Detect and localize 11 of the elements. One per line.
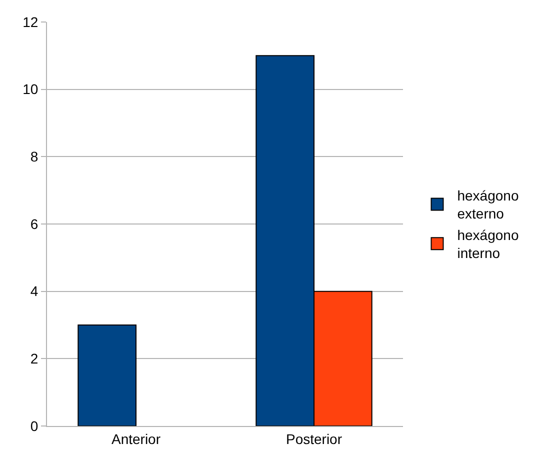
y-tick-label: 6 [30, 216, 38, 232]
bar [78, 324, 136, 426]
x-tick-label: Anterior [111, 430, 161, 447]
y-tick-label: 4 [30, 283, 38, 300]
y-tick-label: 12 [22, 14, 38, 30]
y-tick-label: 2 [30, 350, 38, 367]
y-tick-label: 0 [30, 418, 38, 434]
x-tick-label: Posterior [286, 430, 342, 447]
y-tick-label: 10 [22, 81, 38, 98]
y-tick-label: 8 [30, 148, 38, 165]
legend-label: hexágono interno [457, 226, 519, 262]
